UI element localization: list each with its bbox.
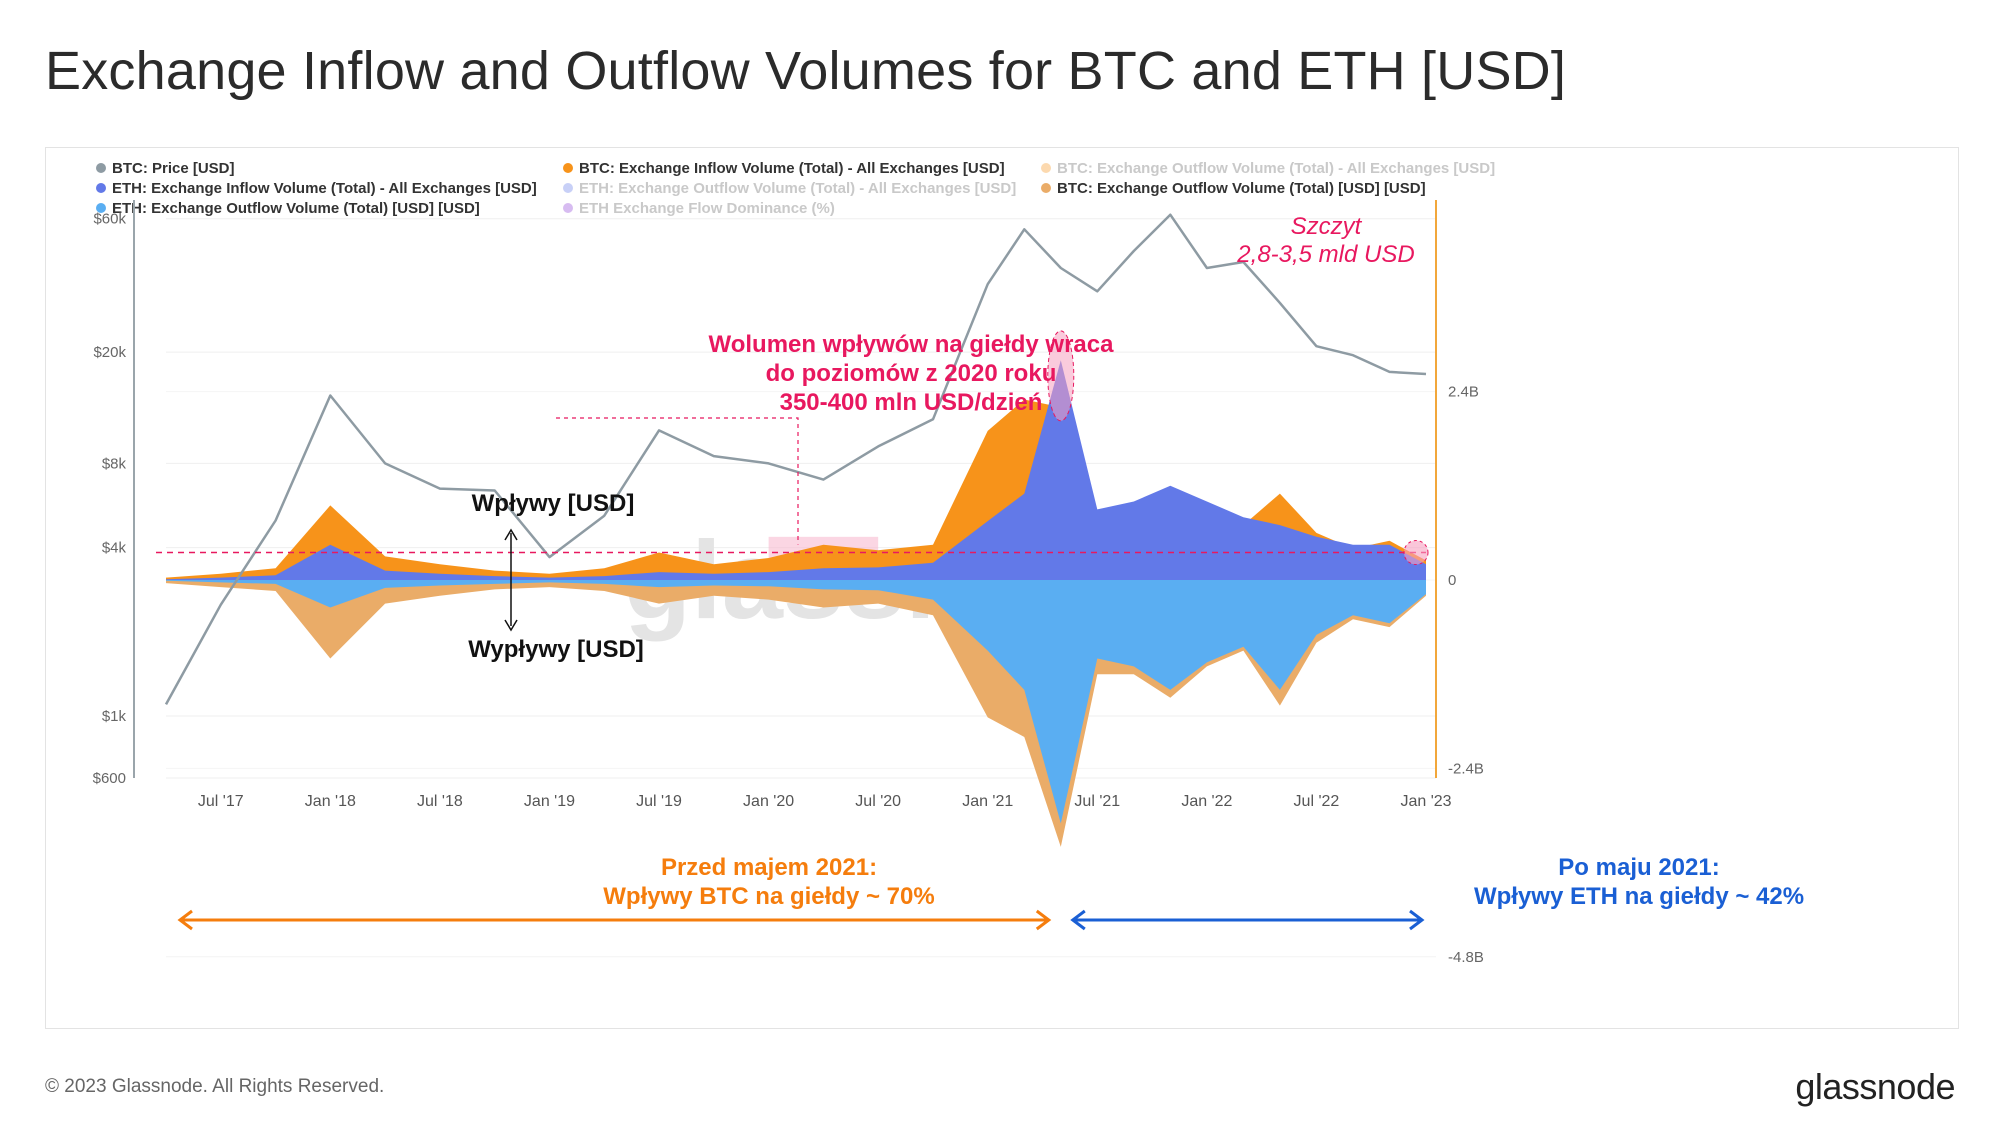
left-tick-label-4: $1k (102, 708, 127, 725)
copyright-text: © 2023 Glassnode. All Rights Reserved. (45, 1076, 385, 1097)
current-level-marker (1403, 540, 1429, 566)
outflows-label: Wypływy [USD] (468, 636, 644, 663)
axes: $60k $20k $8k $4k $1k $600 2.4B 0 -2.4B -4.8B Jul … (93, 200, 1484, 966)
legend-dot-1 (563, 163, 573, 173)
left-tick-label-1: $20k (93, 344, 126, 361)
x-tick-label-7: Jan '21 (962, 793, 1013, 810)
legend-item-5[interactable]: BTC: Exchange Outflow Volume (Total) [US… (1041, 180, 1426, 197)
legend-dot-3 (96, 183, 106, 193)
return-annotation-line2: do poziomów z 2020 roku (766, 360, 1057, 387)
grid-lines (166, 218, 1436, 958)
legend: BTC: Price [USD] BTC: Exchange Inflow Vol… (96, 160, 1495, 217)
legend-item-7[interactable]: ETH Exchange Flow Dominance (%) (563, 200, 835, 217)
legend-dot-0 (96, 163, 106, 173)
x-tick-label-2: Jul '18 (417, 793, 463, 810)
flow-arrow-down-head (504, 619, 518, 632)
legend-label-3: ETH: Exchange Inflow Volume (Total) - Al… (112, 180, 537, 197)
legend-label-5: BTC: Exchange Outflow Volume (Total) [US… (1057, 180, 1426, 197)
annotations: Szczyt 2,8-3,5 mld USD Wolumen wpływów n… (468, 213, 1804, 910)
peak-annotation-line1: Szczyt (1291, 213, 1363, 240)
legend-dot-4 (563, 183, 573, 193)
flow-areas (166, 360, 1426, 847)
legend-item-3[interactable]: ETH: Exchange Inflow Volume (Total) - Al… (96, 180, 537, 197)
after-arrow-left-head (1070, 909, 1086, 931)
legend-item-6[interactable]: ETH: Exchange Outflow Volume (Total) [US… (96, 200, 480, 217)
x-tick-label-6: Jul '20 (855, 793, 901, 810)
legend-item-4[interactable]: ETH: Exchange Outflow Volume (Total) - A… (563, 180, 1016, 197)
flow-arrow-up-head (504, 528, 518, 541)
eth-outflow-area (166, 580, 1426, 824)
legend-item-1[interactable]: BTC: Exchange Inflow Volume (Total) - Al… (563, 160, 1005, 177)
legend-label-4: ETH: Exchange Outflow Volume (Total) - A… (579, 180, 1016, 197)
legend-label-6: ETH: Exchange Outflow Volume (Total) [US… (112, 200, 480, 217)
x-tick-label-10: Jul '22 (1294, 793, 1340, 810)
glassnode-logo: glassnode (1795, 1066, 1955, 1107)
before-arrow-right-head (1035, 909, 1052, 931)
legend-label-0: BTC: Price [USD] (112, 160, 235, 177)
legend-label-2: BTC: Exchange Outflow Volume (Total) - A… (1057, 160, 1495, 177)
legend-label-7: ETH Exchange Flow Dominance (%) (579, 200, 835, 217)
eth-inflow-area (166, 360, 1426, 580)
left-tick-label-2: $8k (102, 455, 127, 472)
legend-item-2[interactable]: BTC: Exchange Outflow Volume (Total) - A… (1041, 160, 1495, 177)
chart-panel: glassnode BTC: Price [USD]BTC: Exchange … (45, 147, 1959, 1029)
return-annotation-leader (556, 417, 799, 545)
left-tick-label-0: $60k (93, 211, 126, 228)
x-tick-label-5: Jan '20 (743, 793, 794, 810)
x-tick-label-4: Jul '19 (636, 793, 682, 810)
x-tick-label-9: Jan '22 (1181, 793, 1232, 810)
left-tick-label-5: $600 (93, 770, 126, 787)
return-annotation-line1: Wolumen wpływów na giełdy wraca (709, 331, 1115, 358)
peak-highlight-ellipse (1047, 330, 1075, 422)
return-annotation-line3: 350-400 mln USD/dzień (780, 389, 1043, 416)
right-tick-label-0: 2.4B (1448, 384, 1479, 401)
before-may-line2: Wpływy BTC na giełdy ~ 70% (603, 883, 934, 910)
x-tick-label-3: Jan '19 (524, 793, 575, 810)
chart-svg[interactable]: glassnode BTC: Price [USD]BTC: Exchange … (46, 148, 1958, 1028)
x-tick-label-11: Jan '23 (1400, 793, 1451, 810)
x-tick-label-1: Jan '18 (305, 793, 356, 810)
after-arrow-right-head (1409, 909, 1425, 931)
after-may-line1: Po maju 2021: (1558, 854, 1719, 881)
inflows-label: Wpływy [USD] (472, 490, 635, 517)
right-tick-label-2: -2.4B (1448, 760, 1484, 777)
peak-annotation-line2: 2,8-3,5 mld USD (1236, 241, 1414, 268)
legend-dot-6 (96, 203, 106, 213)
x-tick-label-0: Jul '17 (198, 793, 244, 810)
legend-dot-2 (1041, 163, 1051, 173)
price-line-layer (164, 213, 1427, 706)
x-tick-label-8: Jul '21 (1074, 793, 1120, 810)
legend-dot-5 (1041, 183, 1051, 193)
right-tick-label-3: -4.8B (1448, 949, 1484, 966)
legend-dot-7 (563, 203, 573, 213)
btc-price-line (164, 213, 1427, 706)
right-tick-label-1: 0 (1448, 572, 1456, 589)
legend-item-0[interactable]: BTC: Price [USD] (96, 160, 235, 177)
left-tick-label-3: $4k (102, 540, 127, 557)
legend-label-1: BTC: Exchange Inflow Volume (Total) - Al… (579, 160, 1005, 177)
before-may-line1: Przed majem 2021: (661, 854, 877, 881)
after-may-line2: Wpływy ETH na giełdy ~ 42% (1474, 883, 1804, 910)
page-title: Exchange Inflow and Outflow Volumes for … (45, 41, 1567, 101)
before-arrow-left-head (177, 909, 193, 931)
